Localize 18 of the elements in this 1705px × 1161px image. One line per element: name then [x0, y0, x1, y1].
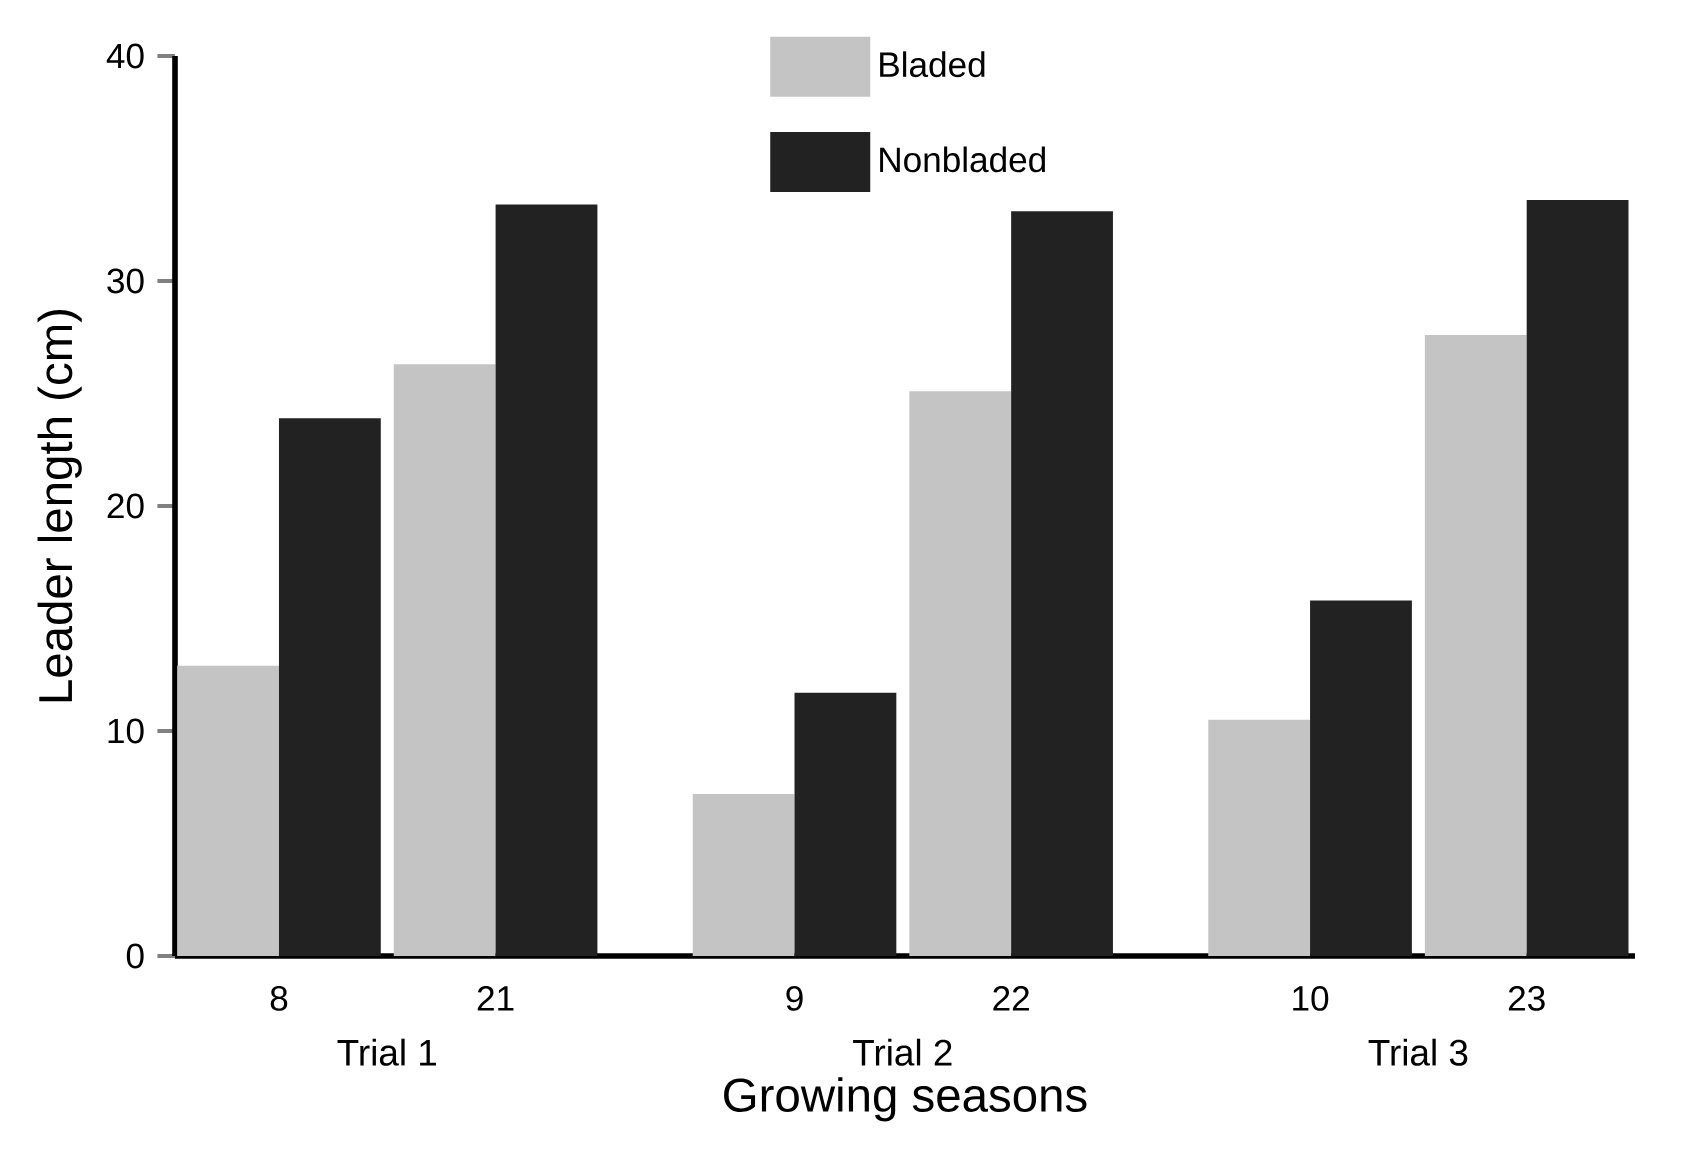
y-axis-title: Leader length (cm)	[37, 309, 82, 702]
x-tick-label: 22	[993, 985, 1029, 1011]
text: Trial 3	[1368, 1038, 1468, 1066]
x-tick-label: 21	[477, 985, 514, 1011]
legend-label: Bladed	[880, 51, 985, 78]
x-tick-label: 10	[1293, 985, 1329, 1011]
text: Trial 2	[853, 1038, 952, 1066]
y-tick-label: 0	[126, 943, 144, 969]
legend-label: Nonbladed	[880, 146, 1045, 173]
x-tick-label: 23	[1508, 985, 1545, 1011]
x-tick-label: 8	[270, 985, 288, 1011]
x-axis-title: Growing seasons	[724, 1077, 1087, 1122]
text: Trial 1	[337, 1038, 436, 1066]
y-tick-label: 20	[107, 493, 144, 519]
y-tick-label: 30	[107, 268, 144, 294]
y-tick-label: 10	[108, 718, 144, 744]
y-tick-label: 40	[106, 43, 144, 69]
x-tick-label: 9	[786, 985, 803, 1011]
